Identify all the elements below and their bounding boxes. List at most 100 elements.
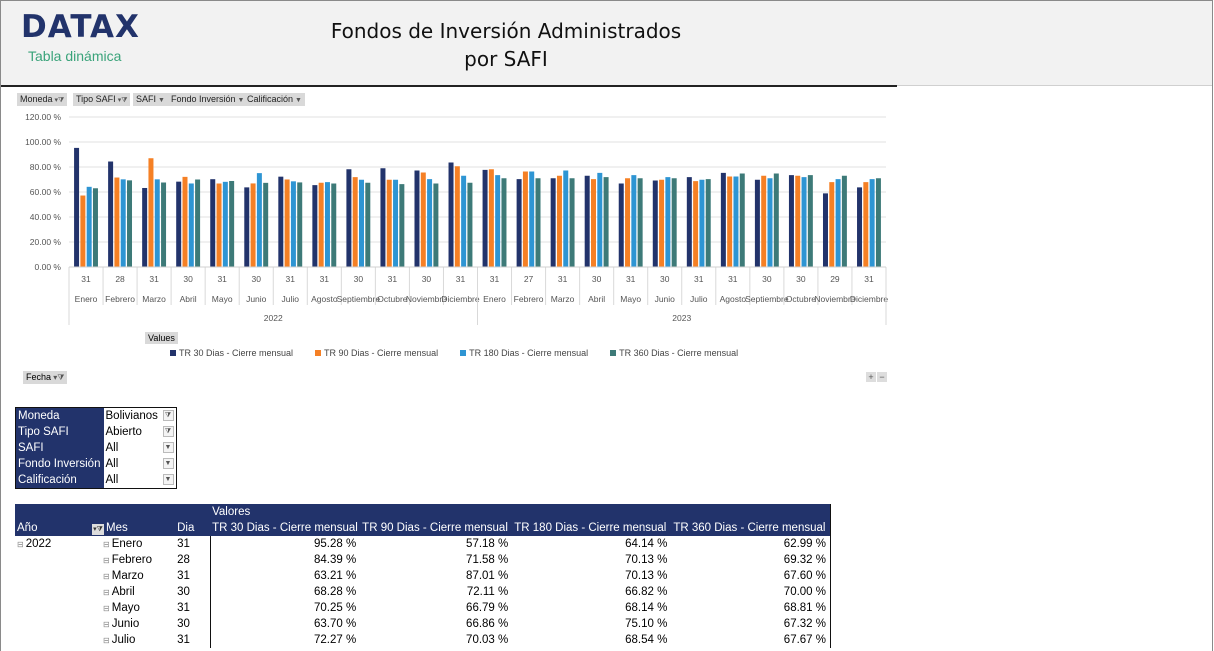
chart-legend: TR 30 Dias - Cierre mensual TR 90 Dias - … <box>170 348 738 358</box>
dropdown-icon: ▼ <box>162 442 174 453</box>
collapse-icon[interactable]: ⊟ <box>17 540 24 549</box>
month-cell[interactable]: ⊟ Mayo <box>90 600 175 616</box>
fecha-field-button[interactable]: Fecha ▾⧩ <box>23 371 68 384</box>
bar-360d <box>739 173 745 267</box>
filter-value[interactable]: All <box>105 442 119 454</box>
bar-180d <box>290 181 296 267</box>
expand-button[interactable]: + <box>866 372 876 382</box>
month-cell[interactable]: ⊟ Julio <box>90 632 175 648</box>
month-label: Octubre <box>786 294 817 304</box>
month-label: Marzo <box>111 570 144 582</box>
month-label: Mayo <box>111 602 140 614</box>
table-row: ⊟ Julio 31 72.27 % 70.03 % 68.54 % 67.67 % <box>15 632 831 648</box>
value-cell: 64.14 % <box>625 538 668 550</box>
filter-value[interactable]: All <box>105 474 119 486</box>
bar-30d <box>550 178 556 267</box>
value-cell: 68.54 % <box>625 634 668 646</box>
bar-30d <box>516 179 522 267</box>
bar-180d <box>393 179 399 267</box>
filter-dropdown[interactable]: ▼ <box>161 456 177 472</box>
bar-30d <box>176 181 182 267</box>
chart-filter-2[interactable]: SAFI ▼ <box>133 93 168 106</box>
bar-180d <box>427 179 433 267</box>
legend-swatch <box>315 350 322 356</box>
bar-360d <box>263 182 269 267</box>
bar-90d <box>420 172 426 267</box>
collapse-icon[interactable]: ⊟ <box>103 540 110 549</box>
bar-30d <box>380 168 386 267</box>
filter-dropdown[interactable]: ⧩ <box>161 424 177 440</box>
collapse-icon[interactable]: ⊟ <box>103 636 110 645</box>
value-cell: 70.13 % <box>625 570 668 582</box>
chart-filter-1[interactable]: Tipo SAFI ▾⧩ <box>73 93 131 106</box>
value-cell: 72.11 % <box>466 586 509 598</box>
day-label: 31 <box>694 274 704 284</box>
filter-label: Moneda <box>15 407 104 424</box>
day-label: 31 <box>81 274 91 284</box>
year-cell[interactable] <box>15 584 90 600</box>
bar-180d <box>188 183 194 267</box>
valores-header: Valores <box>210 504 831 520</box>
year-cell[interactable] <box>15 552 90 568</box>
legend-item: TR 360 Dias - Cierre mensual <box>610 348 738 358</box>
day-label: 30 <box>183 274 193 284</box>
collapse-icon[interactable]: ⊟ <box>103 604 110 613</box>
year-cell[interactable] <box>15 568 90 584</box>
col-tr90: TR 90 Dias - Cierre mensual <box>360 520 513 536</box>
bar-30d <box>618 183 624 267</box>
filter-dropdown[interactable]: ▼ <box>161 440 177 456</box>
chart-filter-0[interactable]: Moneda ▾⧩ <box>17 93 68 106</box>
filter-icon: ▾⧩ <box>117 97 128 104</box>
year-cell[interactable] <box>15 632 90 648</box>
year-cell[interactable] <box>15 600 90 616</box>
legend-item: TR 180 Dias - Cierre mensual <box>460 348 588 358</box>
filter-label: Calificación <box>15 472 104 489</box>
bar-90d <box>352 177 358 267</box>
collapse-icon[interactable]: ⊟ <box>103 556 110 565</box>
filter-icon: ⧩ <box>162 426 174 437</box>
year-cell[interactable] <box>15 616 90 632</box>
filter-row: Tipo SAFI Abierto ⧩ <box>15 424 177 440</box>
filter-dropdown[interactable]: ⧩ <box>161 408 177 425</box>
filter-value[interactable]: Abierto <box>105 426 142 438</box>
bar-180d <box>529 171 535 267</box>
bar-180d <box>665 177 671 267</box>
month-cell[interactable]: ⊟ Enero <box>90 536 175 552</box>
value-cell: 68.81 % <box>783 602 826 614</box>
bar-360d <box>705 179 711 267</box>
collapse-icon[interactable]: ⊟ <box>103 620 110 629</box>
collapse-icon[interactable]: ⊟ <box>103 572 110 581</box>
month-cell[interactable]: ⊟ Marzo <box>90 568 175 584</box>
chart-filter-3[interactable]: Fondo Inversión ▼ <box>168 93 248 106</box>
chart-filter-4[interactable]: Calificación ▼ <box>244 93 305 106</box>
pivot-table: Valores Año ▾⧩ Mes Dia TR 30 Dias - Cierr… <box>15 504 831 648</box>
value-cell: 68.14 % <box>625 602 668 614</box>
month-label: Abril <box>111 586 135 598</box>
year-cell[interactable]: ⊟ 2022 <box>15 536 90 552</box>
month-cell[interactable]: ⊟ Junio <box>90 616 175 632</box>
bar-360d <box>433 183 439 267</box>
bar-360d <box>195 179 201 267</box>
month-cell[interactable]: ⊟ Abril <box>90 584 175 600</box>
filter-value[interactable]: Bolivianos <box>105 410 158 422</box>
filter-dropdown[interactable]: ▼ <box>161 472 177 489</box>
filter-value[interactable]: All <box>105 458 119 470</box>
bar-90d <box>625 178 631 267</box>
collapse-button[interactable]: − <box>877 372 887 382</box>
collapse-icon[interactable]: ⊟ <box>103 588 110 597</box>
bar-180d <box>699 179 705 267</box>
month-cell[interactable]: ⊟ Febrero <box>90 552 175 568</box>
day-label: 31 <box>217 274 227 284</box>
bar-90d <box>386 179 392 267</box>
values-field-button[interactable]: Values <box>145 332 178 344</box>
col-ano[interactable]: Año <box>15 520 91 536</box>
filter-icon[interactable]: ▾⧩ <box>92 523 105 535</box>
bar-360d <box>399 184 405 267</box>
month-label: Mayo <box>620 294 641 304</box>
bar-360d <box>535 178 541 267</box>
col-mes-label: Mes <box>106 521 128 534</box>
bar-180d <box>801 177 807 267</box>
day-label: 31 <box>456 274 466 284</box>
col-mes[interactable]: ▾⧩ Mes <box>90 520 176 536</box>
bar-90d <box>488 169 494 267</box>
